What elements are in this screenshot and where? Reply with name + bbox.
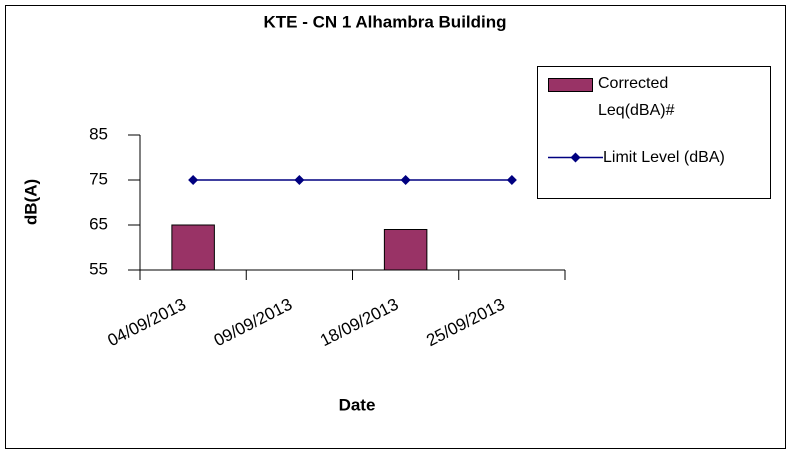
legend-label: Limit Level (dBA): [603, 149, 725, 166]
x-tick-label: 25/09/2013: [423, 295, 507, 351]
legend: Corrected Leq(dBA)# Limit Level (dBA): [537, 66, 771, 199]
legend-label: Corrected Leq(dBA)#: [598, 75, 675, 119]
legend-entry: Limit Level (dBA): [548, 144, 725, 171]
y-tick-label: 85: [89, 124, 108, 143]
y-axis-label: dB(A): [21, 179, 40, 225]
frame: [5, 5, 786, 449]
marker: [400, 175, 411, 185]
legend-marker: [570, 152, 581, 163]
x-tick-label: 04/09/2013: [105, 295, 189, 351]
y-tick-label: 75: [89, 169, 108, 188]
marker: [294, 175, 305, 185]
chart-title: KTE - CN 1 Alhambra Building: [263, 12, 506, 31]
bar: [171, 224, 215, 271]
y-tick-label: 65: [89, 214, 108, 233]
legend-swatch: [548, 152, 603, 163]
x-tick-label: 09/09/2013: [211, 295, 295, 351]
legend-swatch: [548, 78, 593, 92]
x-tick-label: 18/09/2013: [317, 295, 401, 351]
legend-entry: Corrected Leq(dBA)#: [548, 70, 748, 124]
x-axis-label: Date: [339, 395, 376, 414]
marker: [506, 175, 517, 185]
y-tick-label: 55: [89, 259, 108, 278]
bar: [383, 229, 428, 271]
marker: [188, 175, 199, 185]
